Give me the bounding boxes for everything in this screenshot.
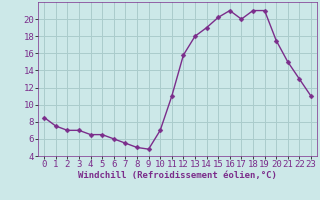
X-axis label: Windchill (Refroidissement éolien,°C): Windchill (Refroidissement éolien,°C) [78, 171, 277, 180]
